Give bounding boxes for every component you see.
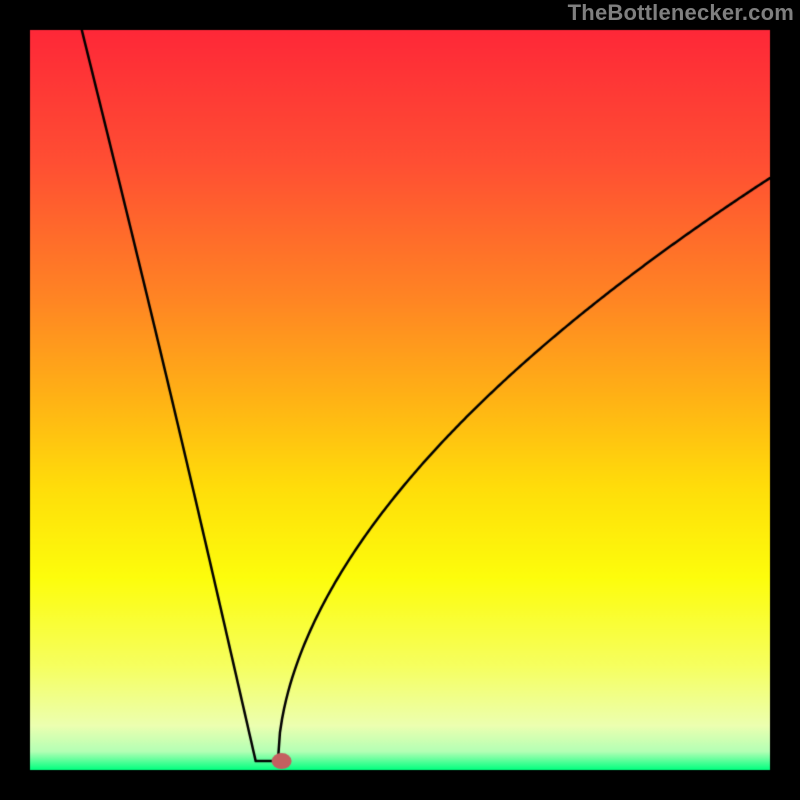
chart-container: TheBottlenecker.com (0, 0, 800, 800)
bottleneck-chart-canvas (0, 0, 800, 800)
